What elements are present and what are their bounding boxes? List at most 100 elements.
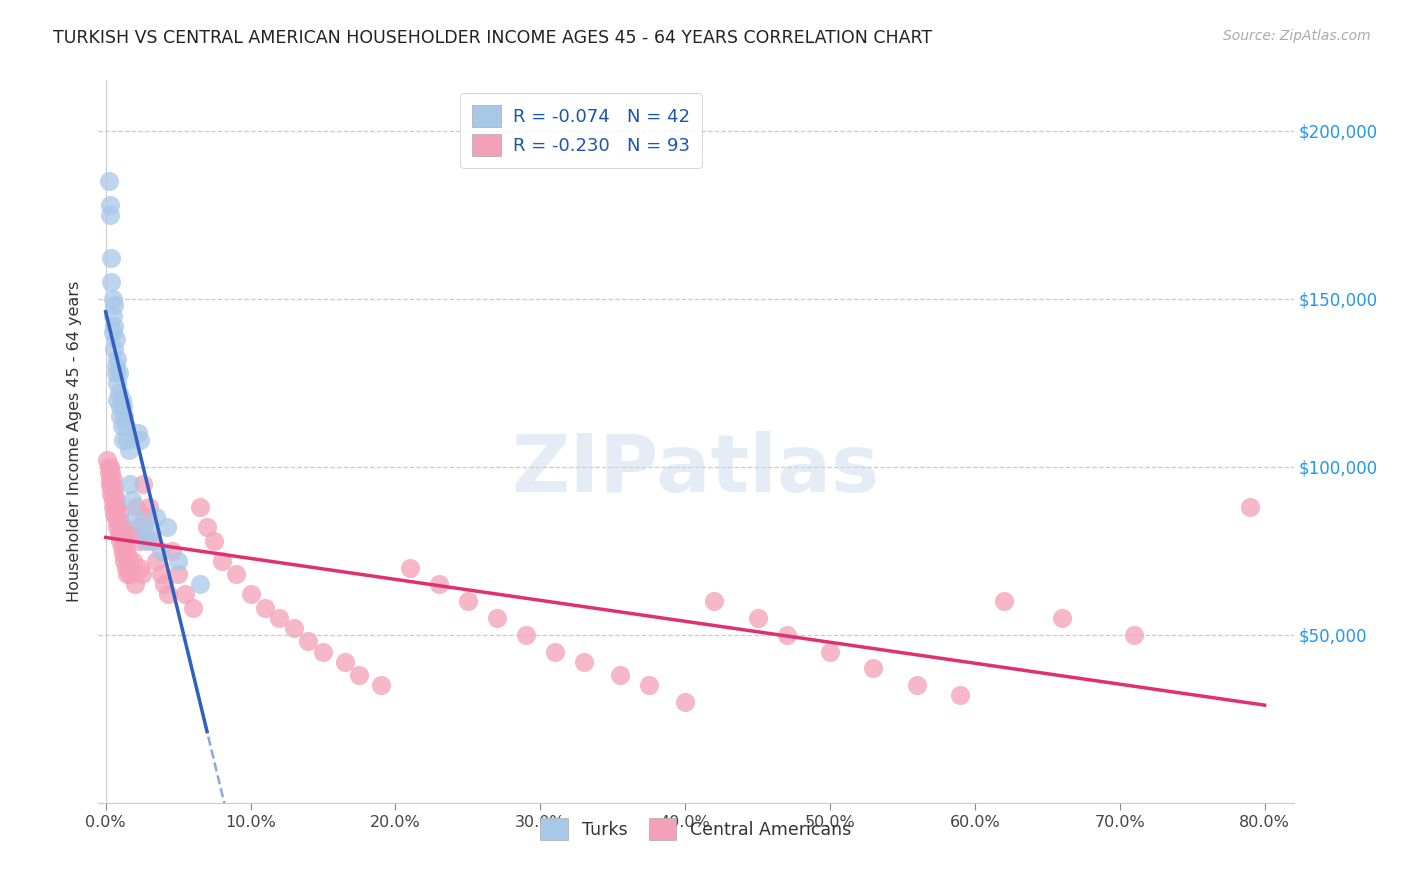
Point xyxy=(283,621,305,635)
Point xyxy=(115,419,138,434)
Point xyxy=(100,252,122,266)
Point xyxy=(145,510,167,524)
Point xyxy=(370,678,392,692)
Point xyxy=(132,520,155,534)
Point xyxy=(96,453,118,467)
Point xyxy=(105,352,128,367)
Text: ZIPatlas: ZIPatlas xyxy=(512,432,880,509)
Point xyxy=(122,554,145,568)
Point xyxy=(110,520,132,534)
Point xyxy=(105,514,128,528)
Point xyxy=(98,459,121,474)
Point xyxy=(181,600,204,615)
Point xyxy=(105,500,128,514)
Point xyxy=(1123,628,1146,642)
Point xyxy=(108,533,131,548)
Point xyxy=(103,342,125,356)
Point xyxy=(1050,611,1073,625)
Point xyxy=(98,473,121,487)
Point xyxy=(110,392,132,407)
Point xyxy=(485,611,508,625)
Point xyxy=(101,292,124,306)
Point xyxy=(110,541,132,555)
Point xyxy=(195,520,218,534)
Point xyxy=(347,668,370,682)
Point xyxy=(188,577,211,591)
Point xyxy=(101,326,124,340)
Point xyxy=(747,611,769,625)
Point xyxy=(112,547,135,561)
Point xyxy=(609,668,631,682)
Point xyxy=(703,594,725,608)
Point xyxy=(572,655,595,669)
Point xyxy=(127,520,149,534)
Point xyxy=(114,533,136,548)
Point xyxy=(104,366,127,380)
Point xyxy=(114,554,136,568)
Point xyxy=(211,554,233,568)
Point xyxy=(127,426,149,441)
Point xyxy=(125,500,148,514)
Point xyxy=(104,332,127,346)
Point xyxy=(457,594,479,608)
Point xyxy=(105,376,128,390)
Point xyxy=(135,533,157,548)
Point xyxy=(141,533,163,548)
Point xyxy=(115,541,138,555)
Point xyxy=(156,587,179,601)
Point xyxy=(104,510,127,524)
Point xyxy=(427,577,450,591)
Point xyxy=(174,587,197,601)
Point xyxy=(107,385,129,400)
Point xyxy=(188,500,211,514)
Point xyxy=(98,197,121,211)
Point xyxy=(98,476,121,491)
Point xyxy=(112,433,135,447)
Point xyxy=(993,594,1015,608)
Point xyxy=(101,309,124,323)
Point xyxy=(167,567,190,582)
Point xyxy=(101,500,124,514)
Point xyxy=(135,510,157,524)
Point xyxy=(101,473,124,487)
Point xyxy=(105,392,128,407)
Point xyxy=(124,510,146,524)
Point xyxy=(104,359,127,373)
Point xyxy=(112,527,135,541)
Point xyxy=(114,409,136,424)
Point xyxy=(149,543,172,558)
Point xyxy=(312,644,335,658)
Point xyxy=(117,433,139,447)
Point xyxy=(105,520,128,534)
Point xyxy=(121,493,143,508)
Point xyxy=(167,554,190,568)
Point xyxy=(202,533,225,548)
Point xyxy=(333,655,356,669)
Point xyxy=(110,419,132,434)
Point xyxy=(103,480,125,494)
Point xyxy=(107,366,129,380)
Point xyxy=(112,399,135,413)
Point xyxy=(124,577,146,591)
Point xyxy=(117,567,139,582)
Point xyxy=(103,486,125,500)
Point xyxy=(120,476,142,491)
Point xyxy=(104,500,127,514)
Point xyxy=(97,467,120,481)
Point xyxy=(818,644,841,658)
Point xyxy=(145,554,167,568)
Point xyxy=(103,298,125,312)
Point xyxy=(155,520,177,534)
Point xyxy=(949,688,972,702)
Point xyxy=(131,567,153,582)
Point xyxy=(108,409,131,424)
Point xyxy=(103,318,125,333)
Point xyxy=(104,493,127,508)
Point xyxy=(297,634,319,648)
Point xyxy=(138,500,160,514)
Point xyxy=(862,661,884,675)
Point xyxy=(253,600,276,615)
Point xyxy=(269,611,291,625)
Point xyxy=(399,560,422,574)
Point xyxy=(775,628,797,642)
